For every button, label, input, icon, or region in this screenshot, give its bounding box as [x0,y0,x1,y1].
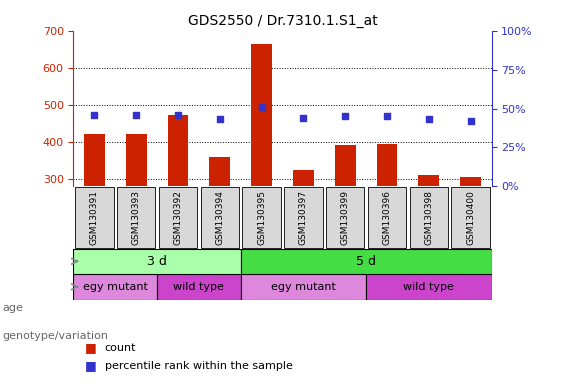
Bar [159,187,197,248]
Bar [418,175,440,186]
Point [424,116,433,122]
Text: GSM130392: GSM130392 [173,190,182,245]
Text: age: age [3,303,24,313]
Point [257,104,266,110]
Point [90,112,99,118]
Point [383,113,392,119]
Bar [209,157,231,186]
Bar [167,115,189,186]
Point [466,118,475,124]
Text: wild type: wild type [403,282,454,292]
Text: percentile rank within the sample: percentile rank within the sample [105,361,293,371]
Bar [410,187,448,248]
Bar [117,187,155,248]
Text: GSM130394: GSM130394 [215,190,224,245]
Bar [73,274,157,300]
Bar [326,187,364,248]
Text: egy mutant: egy mutant [271,282,336,292]
Text: GSM130391: GSM130391 [90,190,99,245]
Point [132,112,141,118]
Text: egy mutant: egy mutant [83,282,147,292]
Text: wild type: wild type [173,282,224,292]
Bar [157,274,241,300]
Bar [284,187,323,248]
Bar [451,187,490,248]
Title: GDS2550 / Dr.7310.1.S1_at: GDS2550 / Dr.7310.1.S1_at [188,14,377,28]
Bar [251,44,272,186]
Text: GSM130400: GSM130400 [466,190,475,245]
Bar [377,144,398,186]
Bar [242,187,281,248]
Bar [460,177,481,186]
Text: ■: ■ [85,341,97,354]
Text: GSM130399: GSM130399 [341,190,350,245]
Point [173,112,182,118]
Bar [241,274,366,300]
Bar [368,187,406,248]
Bar [201,187,239,248]
Bar [334,145,356,186]
Text: GSM130396: GSM130396 [383,190,392,245]
Text: count: count [105,343,136,353]
Text: GSM130395: GSM130395 [257,190,266,245]
Text: ■: ■ [85,359,97,372]
Bar [75,187,114,248]
Text: GSM130397: GSM130397 [299,190,308,245]
Text: GSM130398: GSM130398 [424,190,433,245]
Bar [241,248,492,274]
Bar [366,274,492,300]
Bar [293,170,314,186]
Text: 3 d: 3 d [147,255,167,268]
Bar [125,134,147,186]
Point [215,116,224,122]
Bar [73,248,241,274]
Point [299,115,308,121]
Bar [84,134,105,186]
Point [341,113,350,119]
Text: 5 d: 5 d [356,255,376,268]
Text: GSM130393: GSM130393 [132,190,141,245]
Text: genotype/variation: genotype/variation [3,331,109,341]
